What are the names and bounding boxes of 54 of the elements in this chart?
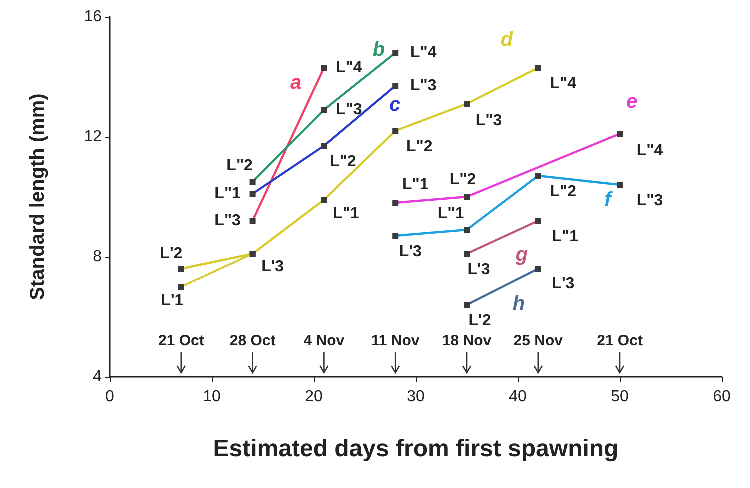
- annotation: 4 Nov: [304, 332, 346, 350]
- annotation: 11 Nov: [371, 332, 420, 350]
- series-label: h: [512, 293, 526, 315]
- x-tick-label: 30: [407, 388, 425, 406]
- annotation: 18 Nov: [442, 332, 492, 350]
- annotation: L"2: [550, 184, 577, 200]
- annotation: L"1: [438, 206, 464, 222]
- annotation: L"1: [214, 186, 242, 202]
- series-label: c: [389, 94, 401, 116]
- y-tick-label: 16: [84, 8, 102, 26]
- annotation: L"1: [402, 176, 429, 194]
- series-label: b: [372, 39, 386, 61]
- annotation: L'1: [161, 292, 184, 310]
- annotation: L"2: [406, 138, 433, 156]
- series-label: f: [604, 189, 614, 211]
- x-tick-label: 50: [611, 388, 629, 406]
- annotation: L"2: [450, 172, 476, 188]
- series-label: d: [500, 29, 514, 51]
- x-tick-label: 0: [106, 388, 115, 406]
- annotation: L'2: [160, 246, 183, 262]
- y-tick-label: 4: [93, 368, 102, 386]
- series-label: a: [290, 72, 302, 94]
- annotation: L"3: [336, 102, 362, 118]
- annotation: L'2: [468, 312, 492, 330]
- annotation: L"1: [552, 228, 579, 246]
- y-tick-label: 12: [84, 128, 102, 146]
- annotation: L"1: [333, 206, 360, 222]
- annotation: L"3: [476, 112, 502, 130]
- annotation: L'3: [552, 276, 575, 292]
- annotation: L'3: [399, 244, 422, 260]
- series-label: e: [626, 91, 638, 113]
- annotation: L'3: [262, 258, 284, 276]
- x-tick-label: 40: [509, 388, 527, 406]
- annotation: 21 Oct: [158, 332, 204, 350]
- annotation: L"4: [410, 44, 437, 62]
- y-axis-title: Standard length (mm): [27, 94, 49, 300]
- series-label: g: [514, 244, 528, 266]
- annotation: L"3: [410, 78, 437, 94]
- x-tick-label: 10: [203, 388, 221, 406]
- x-tick-label: 60: [713, 388, 731, 406]
- annotation: L'3: [468, 262, 490, 278]
- annotation: 25 Nov: [514, 332, 564, 350]
- annotation: L"4: [550, 76, 577, 92]
- annotation: L"4: [636, 142, 664, 160]
- annotation: 28 Oct: [230, 332, 276, 350]
- y-tick-label: 8: [93, 248, 102, 266]
- x-axis-title: Estimated days from first spawning: [213, 436, 619, 462]
- annotation: L"4: [336, 60, 362, 76]
- annotation: 21 Oct: [597, 332, 643, 350]
- x-tick-label: 20: [305, 388, 323, 406]
- annotation: L"3: [636, 192, 664, 210]
- annotation: L"2: [330, 154, 356, 170]
- annotation: L"2: [226, 158, 254, 174]
- annotation: L"3: [214, 212, 242, 230]
